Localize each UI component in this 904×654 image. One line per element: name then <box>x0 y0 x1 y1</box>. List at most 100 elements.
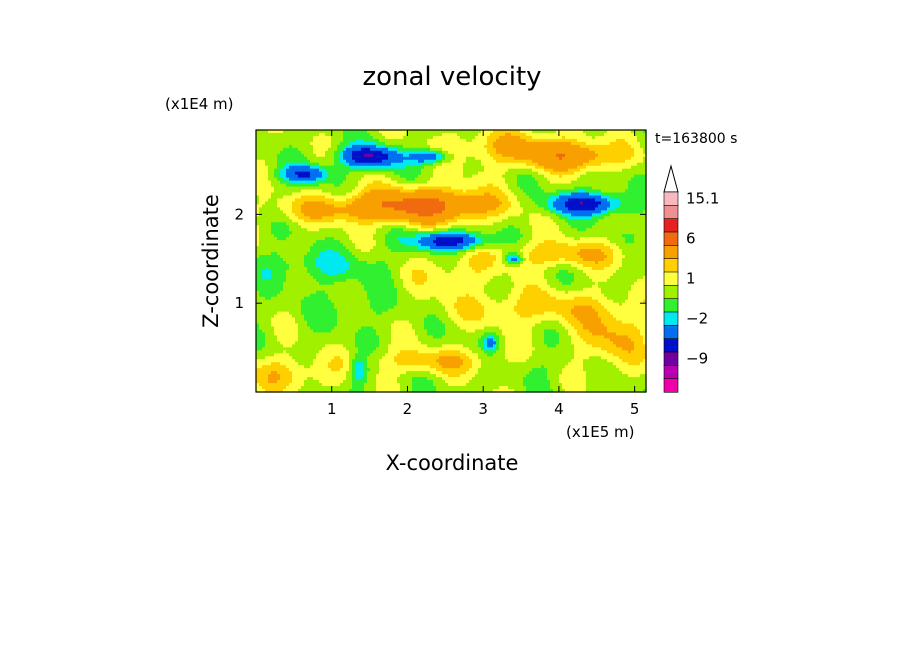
field-cell <box>349 192 353 197</box>
field-cell <box>403 177 407 182</box>
field-cell <box>364 189 368 194</box>
field-cell <box>337 156 341 161</box>
field-cell <box>421 198 425 203</box>
field-cell <box>445 135 449 140</box>
field-cell <box>508 186 512 191</box>
field-cell <box>589 138 593 143</box>
field-cell <box>580 204 584 209</box>
field-cell <box>442 162 446 167</box>
field-cell <box>520 192 524 197</box>
field-cell <box>403 201 407 206</box>
field-cell <box>346 165 350 170</box>
field-cell <box>556 159 560 164</box>
field-cell <box>403 198 407 203</box>
field-cell <box>538 180 542 185</box>
field-cell <box>415 174 419 179</box>
field-cell <box>547 138 551 143</box>
field-cell <box>427 162 431 167</box>
field-cell <box>343 156 347 161</box>
field-cell <box>637 171 641 176</box>
field-cell <box>607 183 611 188</box>
field-cell <box>445 132 449 137</box>
field-cell <box>328 165 332 170</box>
field-cell <box>397 132 401 137</box>
field-cell <box>277 207 281 211</box>
field-cell <box>451 156 455 161</box>
field-cell <box>460 195 464 200</box>
field-cell <box>520 198 524 203</box>
field-cell <box>352 180 356 185</box>
field-cell <box>409 156 413 161</box>
field-cell <box>469 180 473 185</box>
field-cell <box>517 198 521 203</box>
field-cell <box>511 130 515 134</box>
field-cell <box>385 130 389 134</box>
field-cell <box>295 168 299 173</box>
field-cell <box>259 138 263 143</box>
field-cell <box>490 171 494 176</box>
field-cell <box>559 165 563 170</box>
field-cell <box>334 130 338 134</box>
field-cell <box>376 174 380 179</box>
field-cell <box>307 177 311 182</box>
field-cell <box>361 201 365 206</box>
field-cell <box>442 165 446 170</box>
field-cell <box>262 147 266 152</box>
field-cell <box>298 130 302 134</box>
field-cell <box>304 130 308 134</box>
field-cell <box>358 147 362 152</box>
field-cell <box>367 156 371 161</box>
field-cell <box>523 180 527 185</box>
field-cell <box>475 201 479 206</box>
field-cell <box>460 168 464 173</box>
field-cell <box>514 171 518 176</box>
field-cell <box>433 150 437 155</box>
field-cell <box>331 156 335 161</box>
field-cell <box>454 201 458 206</box>
field-cell <box>559 186 563 191</box>
field-cell <box>313 156 317 161</box>
field-cell <box>550 180 554 185</box>
field-cell <box>550 204 554 209</box>
field-cell <box>607 150 611 155</box>
field-cell <box>283 153 287 158</box>
field-cell <box>526 174 530 179</box>
field-cell <box>382 138 386 143</box>
field-cell <box>622 132 626 137</box>
field-cell <box>400 174 404 179</box>
field-cell <box>337 159 341 164</box>
field-cell <box>322 159 326 164</box>
field-cell <box>310 189 314 194</box>
field-cell <box>463 132 467 137</box>
field-cell <box>346 132 350 137</box>
field-cell <box>421 183 425 188</box>
field-cell <box>379 183 383 188</box>
field-cell <box>598 177 602 182</box>
field-cell <box>610 201 614 206</box>
field-cell <box>427 135 431 140</box>
field-cell <box>397 186 401 191</box>
field-cell <box>589 132 593 137</box>
field-cell <box>460 132 464 137</box>
field-cell <box>511 168 515 173</box>
field-cell <box>562 132 566 137</box>
field-cell <box>559 132 563 137</box>
field-cell <box>544 147 548 152</box>
field-cell <box>343 141 347 146</box>
field-cell <box>406 135 410 140</box>
field-cell <box>487 144 491 149</box>
field-cell <box>643 165 647 170</box>
field-cell <box>319 183 323 188</box>
field-cell <box>277 130 281 134</box>
field-cell <box>265 198 269 203</box>
field-cell <box>262 192 266 197</box>
field-cell <box>259 198 263 203</box>
field-cell <box>412 165 416 170</box>
field-cell <box>271 138 275 143</box>
field-cell <box>271 156 275 161</box>
field-cell <box>511 138 515 143</box>
field-cell <box>349 180 353 185</box>
field-cell <box>598 162 602 167</box>
field-cell <box>448 156 452 161</box>
field-cell <box>454 198 458 203</box>
